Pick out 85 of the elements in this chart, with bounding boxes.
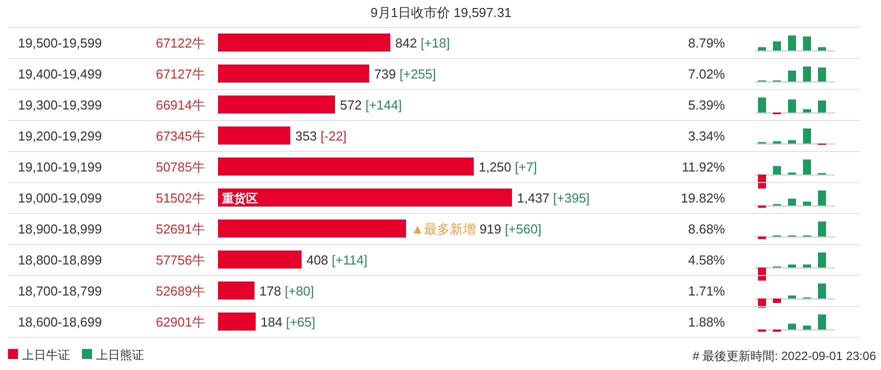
bar <box>803 36 811 50</box>
bar <box>218 250 302 268</box>
bar <box>818 47 826 50</box>
text: 19.82% <box>680 190 726 206</box>
bar <box>803 326 811 330</box>
text: 4.58% <box>688 252 726 268</box>
text: 上日熊证 <box>96 348 144 362</box>
data-label: 572 [+144] <box>340 98 402 112</box>
text: 上日牛证 <box>22 348 70 362</box>
text: 1.88% <box>688 314 726 330</box>
data-label: 353 [-22] <box>295 128 347 144</box>
bar <box>788 296 796 298</box>
y-tick-label: 19,100-19,199 <box>18 160 102 174</box>
bar <box>788 70 796 82</box>
text: 50785牛 <box>156 160 205 174</box>
bar <box>218 34 390 52</box>
bar <box>218 64 370 82</box>
y-tick-label: 18,600-18,699 <box>18 314 102 330</box>
bar <box>803 202 811 206</box>
bar <box>818 252 826 268</box>
bar <box>818 284 826 298</box>
data-label: 408 [+114] <box>306 252 368 268</box>
bar <box>803 128 811 144</box>
bar <box>218 188 512 206</box>
bar <box>218 282 254 300</box>
y-tick-label: 19,400-19,499 <box>18 66 102 82</box>
chart-title: 9月1日收市价 19,597.31 <box>370 5 512 20</box>
bar <box>218 220 406 238</box>
bar <box>803 160 811 174</box>
bar <box>218 158 474 176</box>
text: 67345牛 <box>156 128 205 144</box>
bar <box>218 312 256 330</box>
bar <box>218 126 290 144</box>
bar <box>803 109 811 112</box>
bar <box>818 100 826 112</box>
data-label: 178 [+80] <box>259 284 314 298</box>
bar <box>788 264 796 268</box>
text: 7.02% <box>688 66 726 82</box>
data-label: 1,250 [+7] <box>478 160 537 174</box>
bar <box>758 47 766 50</box>
text: 52691牛 <box>156 222 205 236</box>
bar <box>218 96 336 114</box>
text: 51502牛 <box>156 190 205 206</box>
data-label: 842 [+18] <box>395 36 450 50</box>
text: 67122牛 <box>156 36 205 50</box>
y-tick-label: 19,500-19,599 <box>18 36 102 50</box>
text: 8.79% <box>688 36 726 50</box>
text: 1.71% <box>688 284 726 298</box>
data-label: 1,437 [+395] <box>517 190 590 206</box>
bar <box>788 36 796 50</box>
bar <box>788 324 796 330</box>
y-tick-label: 18,700-18,799 <box>18 284 102 298</box>
y-tick-label: 18,900-18,999 <box>18 222 102 236</box>
text: 52689牛 <box>156 284 205 298</box>
bar <box>803 264 811 268</box>
bar <box>773 166 781 174</box>
text: 8.68% <box>688 222 726 236</box>
bar <box>758 174 766 188</box>
data-label: 739 [+255] <box>374 66 436 82</box>
text: 3.34% <box>688 128 726 144</box>
text: # 最後更新時間: 2022-09-01 23:06 <box>692 349 876 363</box>
bar <box>758 268 766 281</box>
bar <box>773 298 781 303</box>
bar <box>788 140 796 144</box>
bar <box>818 190 826 206</box>
bar <box>818 68 826 82</box>
text: 67127牛 <box>156 66 205 82</box>
bar <box>818 314 826 330</box>
text: 66914牛 <box>156 98 205 112</box>
data-label: ▲最多新增 919 [+560] <box>411 222 542 236</box>
y-tick-label: 19,300-19,399 <box>18 98 102 112</box>
text: 57756牛 <box>156 252 205 268</box>
text: 11.92% <box>682 160 726 174</box>
bar <box>803 66 811 82</box>
bar <box>758 98 766 112</box>
text: 62901牛 <box>156 314 205 330</box>
data-label: 184 [+65] <box>260 314 316 330</box>
annotation: 重货区 <box>221 192 258 206</box>
text: 5.39% <box>688 98 726 112</box>
y-tick-label: 19,000-19,099 <box>18 190 102 206</box>
y-tick-label: 19,200-19,299 <box>18 128 102 144</box>
bar <box>788 198 796 206</box>
y-tick-label: 18,800-18,899 <box>18 252 102 268</box>
bar <box>773 41 781 50</box>
bar <box>788 99 796 112</box>
